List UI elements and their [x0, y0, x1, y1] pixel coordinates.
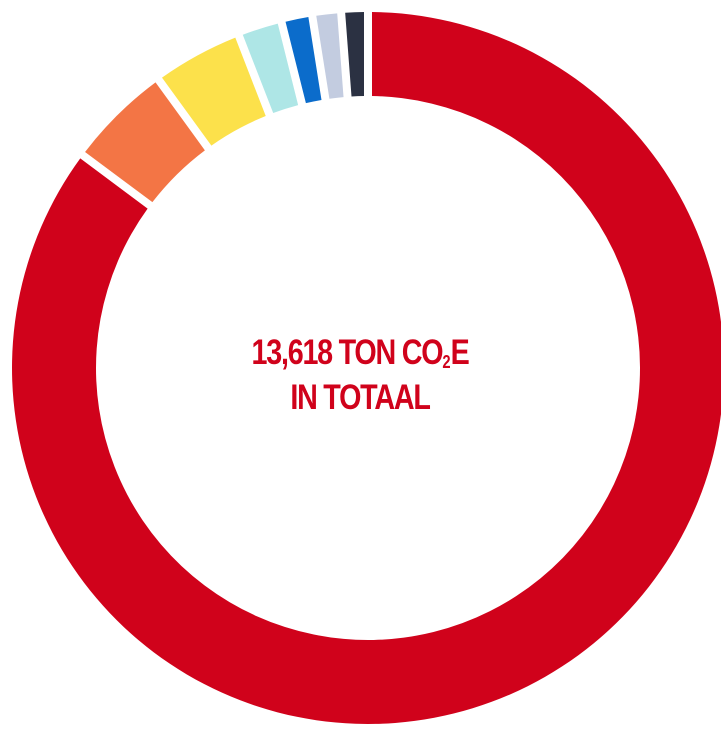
center-total-label: 13,618 TON CO2E IN TOTAAL — [229, 335, 491, 416]
donut-slices — [12, 12, 721, 724]
total-line-1: 13,618 TON CO2E — [229, 335, 491, 380]
donut-slice-2 — [85, 82, 205, 203]
donut-slice-4 — [242, 23, 299, 114]
total-unit-suffix: E — [450, 333, 470, 372]
total-value-text: 13,618 TON CO — [251, 333, 444, 372]
donut-slice-7 — [345, 12, 364, 97]
donut-slice-5 — [285, 17, 322, 104]
total-line-2: IN TOTAAL — [290, 378, 431, 417]
donut-slice-3 — [162, 37, 266, 146]
co2-subscript: 2 — [442, 352, 451, 372]
donut-slice-6 — [316, 13, 344, 99]
